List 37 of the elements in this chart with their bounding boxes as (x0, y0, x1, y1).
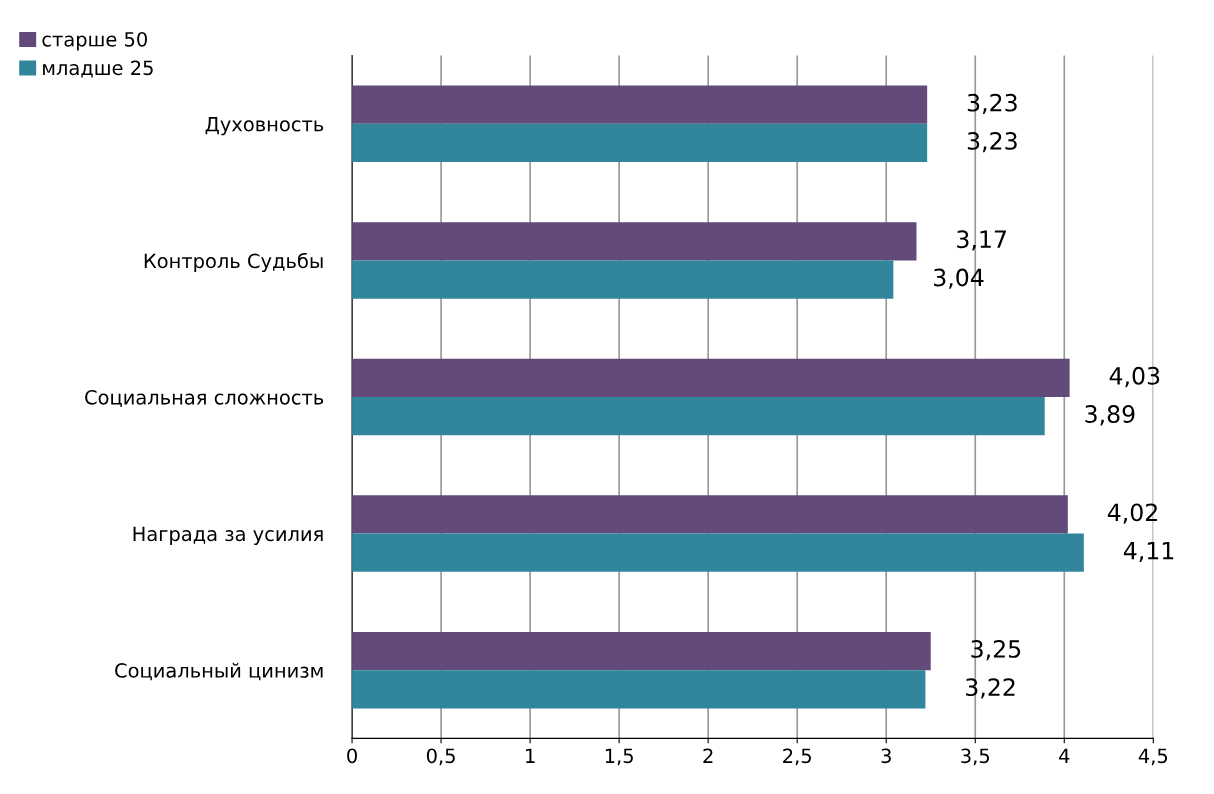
bar (352, 533, 1084, 572)
bar (352, 260, 894, 299)
data-label: 3,25 (971, 640, 1021, 661)
data-label: 3,04 (934, 268, 984, 289)
x-tick-label: 1,5 (605, 748, 633, 766)
legend-label: старше 50 (42, 31, 147, 51)
x-tick-label: 3,5 (961, 748, 990, 766)
data-label: 3,23 (967, 131, 1017, 153)
data-label: 3,17 (957, 230, 1006, 251)
x-tick-label: 2,5 (783, 748, 811, 766)
x-tick-label: 0 (347, 748, 357, 764)
legend-label: младше 25 (43, 60, 153, 78)
y-tick-label: Контроль Судьбы (144, 252, 323, 273)
bar (352, 631, 931, 671)
y-tick-label: Социальный цинизм (115, 662, 323, 681)
bar (352, 495, 1068, 534)
bar (352, 222, 917, 261)
x-tick-label: 2 (703, 748, 713, 763)
data-label: 4,02 (1107, 503, 1157, 524)
y-tick-label: Награда за усилия (133, 526, 323, 545)
x-tick-label: 1 (526, 748, 535, 763)
data-label: 3,89 (1085, 405, 1135, 426)
x-tick-label: 4,5 (1138, 748, 1168, 766)
x-tick-label: 4 (1059, 748, 1070, 763)
data-label: 3,22 (966, 678, 1015, 699)
data-label: 3,23 (967, 93, 1017, 114)
data-label: 4,03 (1109, 366, 1160, 388)
x-tick-label: 3 (881, 748, 891, 764)
bar (352, 397, 1045, 436)
bar (352, 123, 928, 163)
x-tick-label: 0,5 (426, 748, 455, 766)
bar (352, 670, 926, 709)
bar (352, 85, 928, 124)
bar (352, 358, 1070, 397)
y-tick-label: Социальная сложность (85, 389, 324, 408)
data-label: 4,11 (1123, 541, 1174, 562)
y-tick-label: Духовность (205, 117, 324, 136)
